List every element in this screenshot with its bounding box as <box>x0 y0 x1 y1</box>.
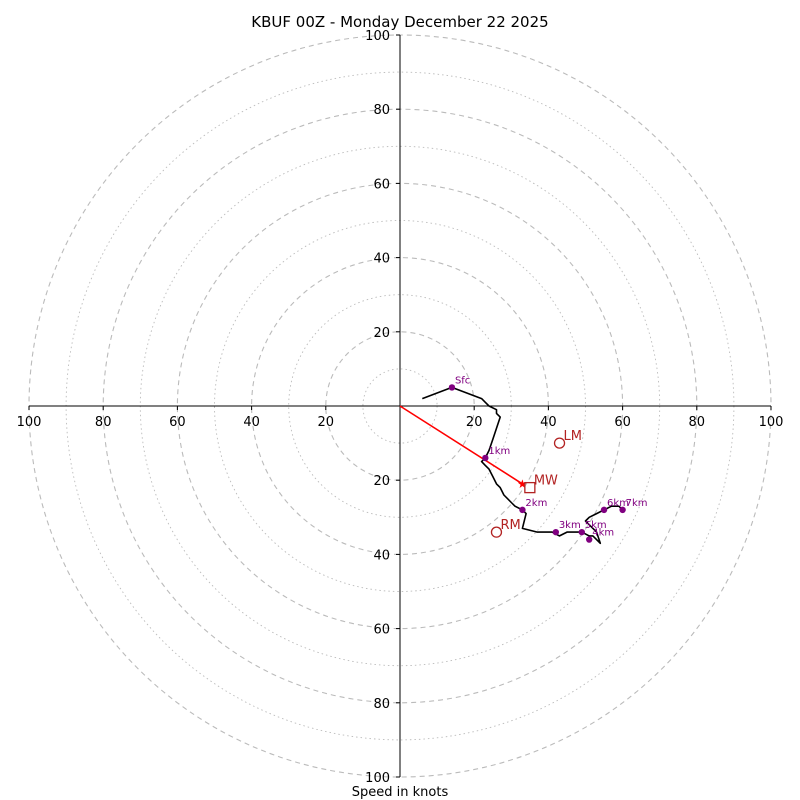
x-axis-label: Speed in knots <box>352 785 449 800</box>
shear-vector-line <box>399 405 523 485</box>
y-tick-label: 80 <box>373 103 390 118</box>
level-point-sfc <box>448 384 456 391</box>
tick-labels: 100 100 80 80 60 60 40 40 20 20 20 20 40 40 60 60 80 80 10… <box>17 29 784 786</box>
level-label-7km: 7km <box>626 498 648 509</box>
level-point-5km <box>578 528 585 536</box>
motion-label-rm: RM <box>500 518 520 533</box>
x-tick-label: 20 <box>466 415 483 430</box>
y-tick-label: 80 <box>373 697 390 712</box>
level-point-2km <box>519 506 526 514</box>
x-tick-label: 100 <box>759 415 784 430</box>
level-point-1km <box>482 454 489 462</box>
shear-vector-star: ★ <box>517 477 528 491</box>
y-tick-label: 100 <box>365 771 390 786</box>
level-label-sfc: Sfc <box>455 375 470 386</box>
y-tick-label: 20 <box>373 326 390 341</box>
y-tick-label: 20 <box>373 474 390 489</box>
motion-marker-lm <box>553 437 566 449</box>
y-tick-label: 60 <box>373 177 390 192</box>
x-tick-label: 20 <box>318 415 335 430</box>
level-point-6km <box>600 506 608 514</box>
x-tick-label: 80 <box>689 415 706 430</box>
hodograph-trace <box>422 386 624 545</box>
shear-vector-layer: ★ <box>399 405 528 491</box>
level-point-4km <box>586 536 593 543</box>
motion-marker-mw <box>524 481 536 494</box>
storm-motion-layer: LM MW RM <box>490 429 582 538</box>
level-label-4km: 4km <box>592 528 614 539</box>
y-tick-label: 60 <box>373 623 390 638</box>
y-tick-label: 40 <box>373 548 390 563</box>
hodograph-trace-layer <box>422 386 624 545</box>
x-tick-label: 40 <box>540 415 557 430</box>
level-label-3km: 3km <box>559 520 581 531</box>
x-tick-label: 100 <box>17 415 42 430</box>
x-tick-label: 60 <box>169 415 186 430</box>
level-point-3km <box>552 528 560 536</box>
level-label-5km: 5km <box>585 520 607 531</box>
x-tick-label: 40 <box>243 415 260 430</box>
level-label-6km: 6km <box>607 498 629 509</box>
level-label-2km: 2km <box>525 498 547 509</box>
level-point-7km <box>619 506 626 514</box>
x-tick-label: 80 <box>95 415 112 430</box>
motion-label-mw: MW <box>534 474 558 489</box>
level-label-1km: 1km <box>488 446 510 457</box>
y-tick-label: 40 <box>373 252 390 267</box>
chart-title: KBUF 00Z - Monday December 22 2025 <box>251 13 548 31</box>
x-tick-label: 60 <box>614 415 631 430</box>
y-tick-label: 100 <box>365 29 390 44</box>
motion-marker-rm <box>490 526 503 538</box>
motion-label-lm: LM <box>564 429 582 444</box>
